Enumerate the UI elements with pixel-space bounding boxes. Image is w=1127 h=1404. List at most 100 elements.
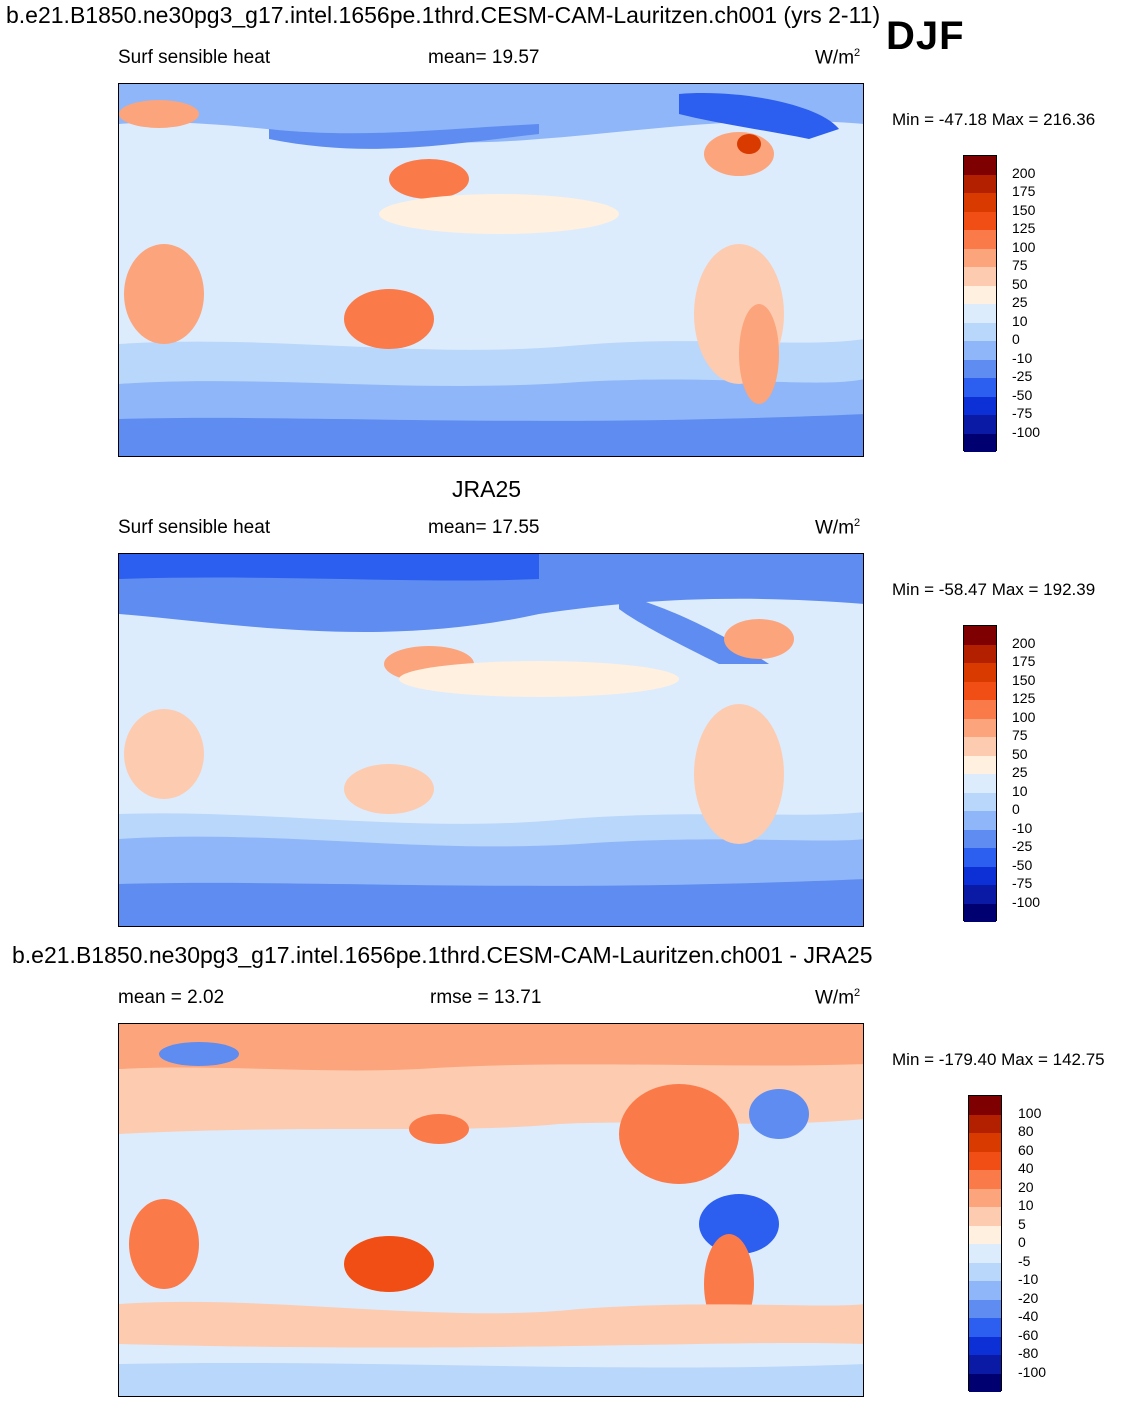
colorbar-tick-label: 60 [1018,1141,1034,1158]
panel1-minmax: Min = -47.18 Max = 216.36 [892,110,1096,129]
colorbar-tick-label: -10 [1012,819,1033,836]
panel2-units: W/m2 [815,517,861,539]
colorbar-swatch [964,230,996,249]
colorbar-tick-label: 5 [1018,1215,1026,1232]
colorbar-tick-label: 200 [1012,164,1036,181]
colorbar-tick-label: 10 [1012,782,1028,799]
colorbar-tick-label: 75 [1012,257,1028,273]
colorbar-swatch [964,737,996,756]
colorbar-tick-label: 20 [1018,1178,1034,1195]
colorbar-swatch [964,755,996,774]
colorbar-swatch [969,1114,1001,1133]
colorbar-swatch [964,626,996,645]
colorbar-swatch [964,359,996,378]
colorbar-swatch [964,378,996,397]
colorbar-swatch [964,415,996,434]
colorbar-swatch [964,341,996,360]
panel3-minmax: Min = -179.40 Max = 142.75 [892,1050,1105,1069]
colorbar-swatch [964,681,996,700]
colorbar-tick-label: 100 [1012,238,1036,255]
colorbar-swatch [964,322,996,341]
colorbar-tick-label: -20 [1018,1289,1039,1306]
colorbar-tick-label: 125 [1012,220,1036,236]
panel1-left-label: Surf sensible heat [118,47,271,68]
colorbar-swatch [964,774,996,793]
colorbar-tick-label: 50 [1012,745,1028,762]
colorbar-tick-label: -75 [1012,875,1033,891]
colorbar-tick-label: -5 [1018,1252,1031,1269]
colorbar-swatch [969,1318,1001,1337]
panel2-colorbar [963,625,997,922]
colorbar-swatch [964,433,996,452]
figure-title: b.e21.B1850.ne30pg3_g17.intel.1656pe.1th… [6,2,881,28]
colorbar-tick-label: 200 [1012,634,1036,651]
colorbar-swatch [969,1096,1001,1115]
colorbar-swatch [969,1133,1001,1152]
colorbar-tick-label: -25 [1012,368,1033,384]
colorbar-swatch [964,700,996,719]
panel1-map [118,83,864,457]
colorbar-swatch [964,193,996,212]
colorbar-tick-label: 175 [1012,183,1036,199]
colorbar-tick-label: -80 [1018,1345,1039,1361]
panel2-mean-label: mean= 17.55 [428,517,540,538]
colorbar-tick-label: 40 [1018,1160,1034,1176]
colorbar-tick-label: -10 [1018,1271,1039,1287]
colorbar-tick-label: 175 [1012,653,1036,669]
colorbar-swatch [969,1355,1001,1374]
colorbar-swatch [969,1373,1001,1392]
colorbar-tick-label: -100 [1012,423,1041,440]
colorbar-tick-label: 25 [1012,764,1028,780]
colorbar-tick-label: 100 [1012,708,1036,725]
colorbar-tick-label: 10 [1012,312,1028,329]
colorbar-tick-label: 150 [1012,201,1036,218]
colorbar-swatch [964,285,996,304]
colorbar-tick-label: 100 [1018,1104,1042,1121]
panel2-map [118,553,864,927]
colorbar-swatch [969,1281,1001,1300]
panel1-colorbar [963,155,997,452]
panel3-title: b.e21.B1850.ne30pg3_g17.intel.1656pe.1th… [12,942,873,968]
colorbar-swatch [969,1336,1001,1355]
panel3-rmse-label: rmse = 13.71 [430,987,542,1008]
colorbar-swatch [964,174,996,193]
colorbar-swatch [964,811,996,830]
panel2-title: JRA25 [452,476,522,502]
colorbar-swatch [964,829,996,848]
panel3-colorbar [968,1095,1002,1392]
panel3-units: W/m2 [815,987,861,1009]
colorbar-tick-label: -75 [1012,405,1033,421]
colorbar-swatch [969,1225,1001,1244]
colorbar-swatch [964,663,996,682]
colorbar-tick-label: 80 [1018,1123,1034,1139]
colorbar-swatch [969,1151,1001,1170]
colorbar-tick-label: -50 [1012,856,1033,873]
colorbar-tick-label: 125 [1012,690,1036,706]
colorbar-swatch [969,1299,1001,1318]
colorbar-swatch [969,1170,1001,1189]
colorbar-swatch [964,248,996,267]
colorbar-tick-label: 25 [1012,294,1028,310]
colorbar-tick-label: -100 [1012,893,1041,910]
colorbar-tick-label: 0 [1012,801,1020,817]
colorbar-swatch [969,1244,1001,1263]
colorbar-swatch [964,156,996,175]
colorbar-tick-label: -10 [1012,349,1033,366]
colorbar-tick-label: 10 [1018,1197,1034,1213]
colorbar-swatch [964,866,996,885]
colorbar-swatch [969,1188,1001,1207]
colorbar-swatch [964,396,996,415]
colorbar-swatch [964,792,996,811]
colorbar-swatch [964,718,996,737]
colorbar-swatch [964,903,996,922]
colorbar-swatch [964,644,996,663]
panel2-minmax: Min = -58.47 Max = 192.39 [892,580,1096,599]
colorbar-swatch [964,848,996,867]
colorbar-swatch [964,885,996,904]
colorbar-swatch [964,304,996,323]
colorbar-tick-label: 150 [1012,671,1036,688]
colorbar-tick-label: 50 [1012,275,1028,292]
panel1-units: W/m2 [815,47,861,69]
colorbar-tick-label: -100 [1018,1363,1047,1380]
colorbar-tick-label: -50 [1012,386,1033,403]
